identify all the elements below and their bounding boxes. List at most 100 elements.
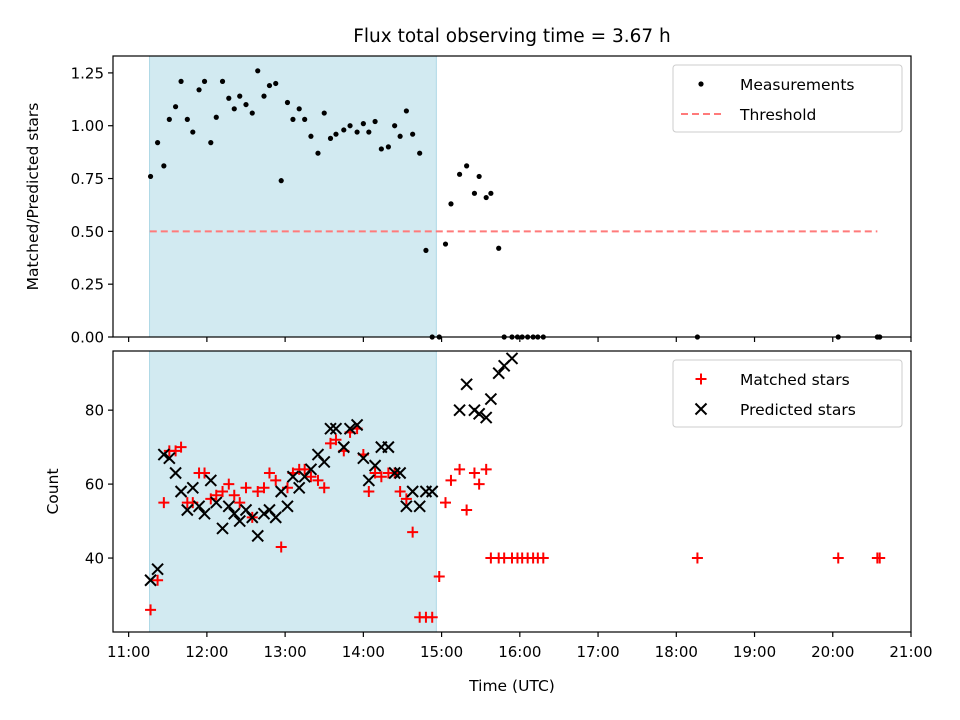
- bottom-x-point: [400, 500, 413, 513]
- bottom-plus-point: [312, 474, 324, 486]
- top-dot-point: [392, 123, 398, 129]
- top-y-tick-label: 0.50: [71, 223, 104, 241]
- top-dot-point: [231, 106, 237, 112]
- top-dot-point: [397, 133, 403, 139]
- bottom-plus-point: [454, 463, 466, 475]
- top-dot-point: [378, 146, 384, 152]
- bottom-plus-point: [426, 611, 438, 623]
- bottom-x-tick-label: 20:00: [811, 643, 854, 661]
- top-dot-point: [196, 87, 202, 93]
- top-dot-point: [278, 178, 284, 184]
- top-series-measurements: [147, 68, 883, 340]
- top-y-tick-label: 0.75: [71, 170, 104, 188]
- bottom-x-point: [210, 496, 223, 509]
- bottom-x-point: [281, 500, 294, 513]
- top-legend-label: Threshold: [739, 106, 816, 124]
- bottom-x-point: [406, 485, 419, 498]
- top-dot-point: [448, 201, 454, 207]
- bottom-x-point: [357, 452, 370, 465]
- bottom-plus-point: [240, 482, 252, 494]
- top-dot-point: [296, 106, 302, 112]
- bottom-x-point: [292, 481, 306, 495]
- bottom-plus-point: [400, 493, 412, 505]
- bottom-plus-point: [369, 467, 381, 479]
- top-dot-point: [184, 116, 190, 122]
- bottom-x-point: [286, 470, 300, 483]
- top-legend-box: [672, 64, 903, 133]
- bottom-plus-point: [305, 471, 317, 483]
- bottom-plus-point: [433, 571, 445, 583]
- top-y-axis-title: Matched/Predicted stars: [24, 103, 42, 291]
- bottom-plus-point: [234, 497, 246, 509]
- bottom-x-point: [479, 411, 493, 424]
- top-dot-point: [372, 118, 378, 125]
- top-dot-point: [442, 241, 449, 247]
- top-observing-span: [149, 55, 437, 338]
- bottom-x-point: [337, 440, 351, 454]
- bottom-x-point: [192, 500, 206, 513]
- bottom-x-tick-label: 16:00: [498, 643, 541, 661]
- bottom-plus-point: [363, 486, 375, 497]
- bottom-axes-frame: [112, 350, 912, 633]
- top-dot-point: [172, 104, 179, 110]
- top-y-tick-label: 0.25: [71, 276, 104, 294]
- bottom-x-point: [186, 481, 200, 495]
- bottom-x-point: [505, 352, 519, 365]
- bottom-x-point: [388, 466, 401, 480]
- bottom-plus-point: [330, 434, 342, 446]
- bottom-plus-point: [158, 497, 170, 509]
- top-dot-point: [385, 144, 391, 150]
- bottom-plus-point: [275, 541, 287, 553]
- bottom-plus-point: [407, 526, 419, 538]
- bottom-plus-point: [175, 441, 187, 453]
- top-axes-frame: [112, 55, 912, 338]
- bottom-x-point: [324, 422, 337, 435]
- bottom-x-point: [362, 474, 376, 487]
- bottom-plus-point: [199, 467, 211, 479]
- top-dot-point: [302, 116, 308, 122]
- bottom-legend: Matched stars Predicted stars: [672, 359, 903, 428]
- top-dot-point: [266, 82, 273, 89]
- bottom-legend-plus-swatch: [695, 373, 707, 385]
- bottom-x-point: [144, 574, 157, 587]
- top-dot-point: [190, 129, 196, 135]
- bottom-plus-point: [473, 478, 485, 490]
- top-legend: Measurements Threshold: [672, 64, 903, 133]
- bottom-x-tick-label: 18:00: [655, 643, 698, 661]
- bottom-plus-point: [145, 604, 157, 616]
- bottom-x-point: [460, 378, 473, 391]
- bottom-x-tick-label: 13:00: [264, 643, 307, 661]
- top-y-tick-label: 1.00: [71, 117, 104, 135]
- top-dot-point: [347, 123, 353, 129]
- bottom-plus-point: [210, 489, 222, 501]
- bottom-x-tick-label: 14:00: [342, 643, 385, 661]
- bottom-x-point: [169, 466, 182, 480]
- x-axis-title: Time (UTC): [468, 677, 555, 695]
- bottom-plus-point: [874, 552, 886, 564]
- bottom-x-point: [413, 500, 426, 513]
- bottom-plus-point: [228, 489, 240, 501]
- bottom-plus-point: [263, 467, 275, 479]
- bottom-plus-point: [217, 486, 229, 497]
- top-panel: 0.00 0.25 0.50 0.75 1.00 1.25 Matched/Predicte…: [24, 55, 912, 347]
- top-dot-point: [417, 150, 423, 156]
- bottom-legend-x-swatch: [694, 402, 708, 416]
- bottom-x-point: [246, 511, 259, 524]
- bottom-series-predicted-stars: [144, 352, 519, 587]
- bottom-x-point: [492, 366, 505, 380]
- bottom-x-point: [318, 455, 331, 469]
- top-dot-point: [243, 101, 249, 108]
- top-dot-point: [219, 78, 226, 84]
- bottom-x-point: [274, 485, 288, 498]
- bottom-legend-box: [672, 359, 903, 428]
- top-dot-point: [284, 99, 291, 106]
- bottom-x-tick-label: 21:00: [889, 643, 932, 661]
- top-dot-point: [423, 247, 429, 253]
- bottom-plus-point: [318, 482, 330, 494]
- top-dot-point: [147, 173, 154, 180]
- bottom-plus-point: [299, 463, 311, 475]
- bottom-plus-point: [468, 467, 480, 479]
- bottom-x-point: [204, 474, 218, 487]
- bottom-x-tick-label: 17:00: [576, 643, 619, 661]
